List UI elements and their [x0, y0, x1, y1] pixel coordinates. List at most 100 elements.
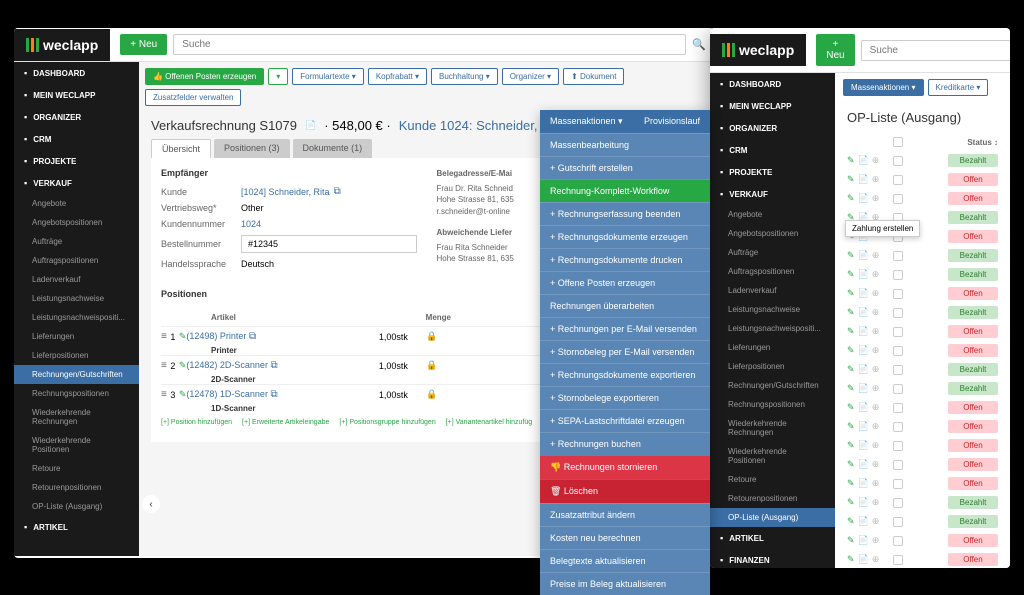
- sidebar-sub-item[interactable]: Retourenpositionen: [14, 478, 139, 497]
- sidebar-sub-item[interactable]: Ladenverkauf: [14, 270, 139, 289]
- menu-item[interactable]: + Rechnungsdokumente erzeugen: [540, 225, 710, 248]
- action-icon[interactable]: 📄: [858, 193, 869, 204]
- action-icon[interactable]: 📄: [858, 535, 869, 546]
- form-value[interactable]: [1024] Schneider, Rita: [241, 187, 330, 197]
- sidebar-sub-item[interactable]: Retourenpositionen: [710, 489, 835, 508]
- action-icon[interactable]: 📄: [858, 402, 869, 413]
- row-checkbox[interactable]: [893, 346, 903, 356]
- menu-item[interactable]: Preise im Beleg aktualisieren: [540, 572, 710, 595]
- sidebar-sub-item[interactable]: Lieferpositionen: [710, 357, 835, 376]
- sidebar-sub-item[interactable]: Wiederkehrende Positionen: [710, 442, 835, 470]
- edit-icon[interactable]: ✎: [847, 478, 855, 489]
- search-input-2[interactable]: [861, 40, 1010, 61]
- sidebar-item[interactable]: ▪ MEIN WECLAPP: [14, 84, 139, 106]
- sidebar-sub-item[interactable]: Angebotspositionen: [14, 213, 139, 232]
- menu-head[interactable]: Massenaktionen ▾: [540, 110, 634, 133]
- row-checkbox[interactable]: [893, 175, 903, 185]
- sidebar-sub-item[interactable]: Angebote: [710, 205, 835, 224]
- menu-item[interactable]: + Rechnungserfassung beenden: [540, 202, 710, 225]
- edit-icon[interactable]: ✎: [847, 440, 855, 451]
- edit-icon[interactable]: ✎: [847, 364, 855, 375]
- menu-item[interactable]: Rechnung-Komplett-Workflow: [540, 179, 710, 202]
- menu-item[interactable]: + SEPA-Lastschriftdatei erzeugen: [540, 409, 710, 432]
- row-checkbox[interactable]: [893, 289, 903, 299]
- action-icon[interactable]: 📄: [858, 383, 869, 394]
- action-icon[interactable]: 📄: [858, 155, 869, 166]
- row-checkbox[interactable]: [893, 270, 903, 280]
- action-icon[interactable]: 📄: [858, 174, 869, 185]
- sidebar-sub-item[interactable]: OP-Liste (Ausgang): [710, 508, 835, 527]
- toolbar-button[interactable]: ⬆ Dokument: [563, 68, 624, 85]
- search-icon[interactable]: 🔍: [692, 38, 706, 51]
- edit-icon[interactable]: ✎: [847, 269, 855, 280]
- row-checkbox[interactable]: [893, 156, 903, 166]
- action-icon[interactable]: 📄: [858, 421, 869, 432]
- action-icon[interactable]: ⊕: [872, 326, 880, 337]
- sidebar-sub-item[interactable]: Ladenverkauf: [710, 281, 835, 300]
- form-value[interactable]: 1024: [241, 219, 261, 229]
- filter-button[interactable]: Kreditkarte ▾: [928, 79, 989, 96]
- edit-icon[interactable]: ✎: [847, 288, 855, 299]
- sidebar-sub-item[interactable]: Rechnungspositionen: [710, 395, 835, 414]
- menu-item[interactable]: + Offene Posten erzeugen: [540, 271, 710, 294]
- action-icon[interactable]: 📄: [858, 478, 869, 489]
- edit-icon[interactable]: ✎: [179, 331, 187, 342]
- menu-item[interactable]: Zusatzattribut ändern: [540, 503, 710, 526]
- external-link-icon[interactable]: ⧉: [249, 331, 256, 342]
- row-checkbox[interactable]: [893, 194, 903, 204]
- edit-icon[interactable]: ✎: [847, 554, 855, 565]
- action-icon[interactable]: 📄: [858, 250, 869, 261]
- edit-icon[interactable]: ✎: [847, 535, 855, 546]
- menu-item[interactable]: Kosten neu berechnen: [540, 526, 710, 549]
- sidebar-item[interactable]: ▪ MEIN WECLAPP: [710, 95, 835, 117]
- row-checkbox[interactable]: [893, 479, 903, 489]
- action-icon[interactable]: ⊕: [872, 307, 880, 318]
- action-icon[interactable]: 📄: [858, 307, 869, 318]
- action-icon[interactable]: ⊕: [872, 269, 880, 280]
- edit-icon[interactable]: ✎: [179, 360, 187, 371]
- sidebar-sub-item[interactable]: Leistungsnachweise: [14, 289, 139, 308]
- row-checkbox[interactable]: [893, 555, 903, 565]
- sidebar-sub-item[interactable]: Lieferpositionen: [14, 346, 139, 365]
- edit-icon[interactable]: ✎: [847, 326, 855, 337]
- edit-icon[interactable]: ✎: [847, 497, 855, 508]
- article-link[interactable]: (12498) Printer: [186, 331, 246, 341]
- action-icon[interactable]: ⊕: [872, 440, 880, 451]
- action-icon[interactable]: ⊕: [872, 174, 880, 185]
- menu-item[interactable]: 🗑 Löschen: [540, 479, 710, 503]
- sidebar-item[interactable]: ▪ CRM: [14, 128, 139, 150]
- toolbar-button[interactable]: Formulartexte ▾: [292, 68, 364, 85]
- menu-item[interactable]: 👎 Rechnungen stornieren: [540, 455, 710, 479]
- toolbar-button[interactable]: Organizer ▾: [502, 68, 559, 85]
- add-link[interactable]: [+] Variantenartikel hinzufüg: [446, 419, 532, 426]
- sidebar-sub-item[interactable]: Lieferungen: [710, 338, 835, 357]
- action-icon[interactable]: ⊕: [872, 478, 880, 489]
- sidebar-sub-item[interactable]: Lieferungen: [14, 327, 139, 346]
- menu-item[interactable]: Rechnungen überarbeiten: [540, 294, 710, 317]
- row-checkbox[interactable]: [893, 251, 903, 261]
- row-checkbox[interactable]: [893, 384, 903, 394]
- row-checkbox[interactable]: [893, 517, 903, 527]
- edit-icon[interactable]: ✎: [847, 459, 855, 470]
- add-link[interactable]: [+] Erweiterte Artikeleingabe: [242, 419, 329, 426]
- menu-item[interactable]: Massenbearbeitung: [540, 133, 710, 156]
- sidebar-item[interactable]: ▪ ORGANIZER: [14, 106, 139, 128]
- edit-icon[interactable]: ✎: [847, 155, 855, 166]
- sidebar-item[interactable]: ▪ DASHBOARD: [710, 73, 835, 95]
- sidebar-sub-item[interactable]: Auftragspositionen: [14, 251, 139, 270]
- article-link[interactable]: (12482) 2D-Scanner: [186, 360, 268, 370]
- sidebar-sub-item[interactable]: Leistungsnachweispositi...: [14, 308, 139, 327]
- external-link-icon[interactable]: ⧉: [270, 360, 277, 371]
- sidebar-sub-item[interactable]: Wiederkehrende Rechnungen: [710, 414, 835, 442]
- edit-icon[interactable]: ✎: [847, 516, 855, 527]
- edit-icon[interactable]: ✎: [847, 402, 855, 413]
- sidebar-sub-item[interactable]: Retoure: [14, 459, 139, 478]
- action-icon[interactable]: 📄: [858, 269, 869, 280]
- tab[interactable]: Positionen (3): [214, 139, 290, 158]
- search-input[interactable]: [173, 34, 686, 55]
- action-icon[interactable]: ⊕: [872, 516, 880, 527]
- sidebar-sub-item[interactable]: Aufträge: [14, 232, 139, 251]
- toolbar-button[interactable]: 👍 Offenen Posten erzeugen: [145, 68, 264, 85]
- menu-item[interactable]: + Rechnungsdokumente drucken: [540, 248, 710, 271]
- menu-item[interactable]: + Rechnungsdokumente exportieren: [540, 363, 710, 386]
